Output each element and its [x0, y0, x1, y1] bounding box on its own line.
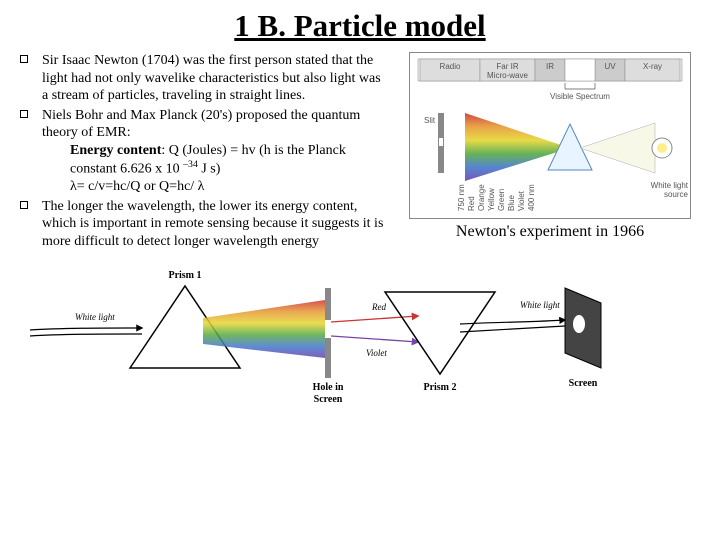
svg-text:750 nm: 750 nm [457, 184, 466, 211]
figure-caption: Newton's experiment in 1966 [456, 223, 644, 241]
bullet-text: Niels Bohr and Max Planck (20's) propose… [42, 108, 360, 141]
svg-text:Far IR: Far IR [496, 62, 518, 71]
energy-exp: –34 [183, 159, 198, 170]
bullet-item: Niels Bohr and Max Planck (20's) propose… [20, 107, 390, 196]
prism-spectrum-figure: Radio Far IRMicro-wave IR UV X-ray Visible Sp… [409, 52, 691, 219]
svg-text:X-ray: X-ray [643, 62, 662, 71]
bullet-item: The longer the wavelength, the lower its… [20, 198, 390, 251]
svg-text:Micro-wave: Micro-wave [487, 71, 528, 80]
svg-text:source: source [664, 190, 689, 199]
bullet-text: Sir Isaac Newton (1704) was the first pe… [42, 53, 381, 103]
text-column: Sir Isaac Newton (1704) was the first pe… [20, 52, 390, 252]
slide: 1 B. Particle model Sir Isaac Newton (17… [0, 0, 720, 540]
energy-label: Energy content [70, 143, 161, 158]
svg-text:Orange: Orange [477, 184, 486, 211]
svg-text:UV: UV [604, 62, 616, 71]
svg-text:IR: IR [546, 62, 554, 71]
svg-text:Prism 2: Prism 2 [423, 382, 456, 393]
svg-text:Violet: Violet [366, 348, 387, 358]
svg-text:Green: Green [497, 189, 506, 211]
svg-text:400 nm: 400 nm [527, 184, 536, 211]
svg-text:White light: White light [520, 300, 560, 310]
svg-text:White light: White light [651, 181, 689, 190]
page-title: 1 B. Particle model [20, 8, 700, 44]
svg-text:Slit: Slit [424, 116, 436, 125]
svg-text:Prism 1: Prism 1 [168, 270, 201, 281]
svg-text:Visible Spectrum: Visible Spectrum [550, 92, 610, 101]
bullet-list: Sir Isaac Newton (1704) was the first pe… [20, 52, 390, 250]
svg-text:Screen: Screen [314, 394, 343, 403]
svg-text:Violet: Violet [517, 190, 526, 211]
sub-line: λ= c/v=hc/Q or Q=hc/ λ [70, 178, 390, 196]
svg-text:Hole in: Hole in [313, 382, 344, 393]
bullet-item: Sir Isaac Newton (1704) was the first pe… [20, 52, 390, 105]
energy-tail: J s) [198, 162, 221, 177]
two-column-layout: Sir Isaac Newton (1704) was the first pe… [20, 52, 700, 252]
svg-text:Red: Red [467, 196, 476, 211]
svg-text:Blue: Blue [507, 194, 516, 211]
sub-line: Energy content: Q (Joules) = hv (h is th… [70, 142, 390, 179]
double-prism-figure: White lightPrism 1Hole inScreenRedViolet… [20, 258, 620, 403]
bullet-text: The longer the wavelength, the lower its… [42, 199, 383, 249]
svg-text:Red: Red [371, 302, 386, 312]
svg-text:White light: White light [75, 312, 115, 322]
figure-column: Radio Far IRMicro-wave IR UV X-ray Visible Sp… [400, 52, 700, 252]
svg-text:Screen: Screen [569, 378, 598, 389]
svg-text:Radio: Radio [440, 62, 461, 71]
svg-text:Yellow: Yellow [487, 188, 496, 211]
